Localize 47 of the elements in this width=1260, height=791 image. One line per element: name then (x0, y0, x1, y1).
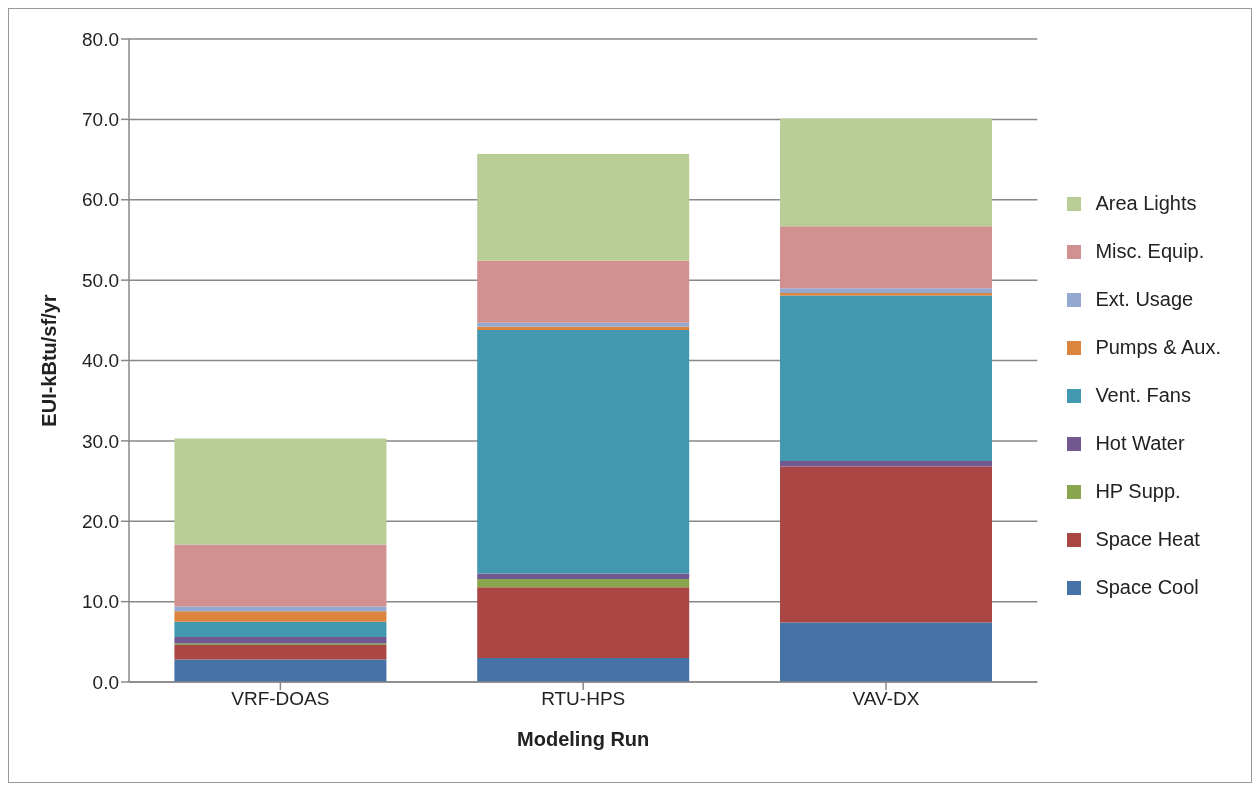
bar (174, 636, 387, 644)
legend-label: HP Supp. (1095, 480, 1181, 503)
y-tick-label: 60.0 (82, 189, 119, 211)
bar (477, 153, 690, 261)
x-tick-label: VRF-DOAS (231, 688, 330, 710)
bar (477, 657, 690, 682)
bar (780, 460, 992, 467)
bar (477, 573, 690, 580)
y-tick-label: 80.0 (82, 28, 119, 50)
bar (174, 606, 387, 612)
bar (477, 322, 690, 327)
bar (174, 544, 387, 607)
bar (174, 611, 387, 622)
x-tick-label: RTU-HPS (541, 688, 626, 710)
bar (174, 438, 387, 545)
y-tick-label: 0.0 (92, 671, 119, 693)
bar (780, 466, 992, 623)
bar (477, 579, 690, 588)
legend-label: Hot Water (1095, 432, 1185, 455)
legend-label: Vent. Fans (1095, 384, 1191, 407)
legend-label: Misc. Equip. (1095, 240, 1205, 263)
bar (477, 587, 690, 658)
y-tick-label: 20.0 (82, 510, 119, 532)
bar (780, 118, 992, 227)
bar (477, 326, 690, 330)
y-tick-label: 50.0 (82, 269, 119, 291)
y-axis-title: EUI-kBtu/sf/yr (38, 294, 61, 427)
bar (780, 288, 992, 293)
legend-label: Space Cool (1095, 576, 1199, 599)
bar (477, 260, 690, 323)
legend-label: Area Lights (1095, 192, 1197, 215)
bar (780, 295, 992, 461)
legend-label: Ext. Usage (1095, 288, 1194, 311)
y-tick-label: 10.0 (82, 591, 119, 613)
bar (174, 659, 387, 682)
legend-label: Space Heat (1095, 528, 1200, 551)
legend-label: Pumps & Aux. (1095, 336, 1221, 359)
x-tick-label: VAV-DX (852, 688, 920, 710)
bar (780, 226, 992, 289)
bar (174, 621, 387, 637)
bar (174, 645, 387, 660)
bar (780, 622, 992, 682)
y-tick-label: 40.0 (82, 350, 119, 372)
y-tick-label: 70.0 (82, 109, 119, 131)
y-tick-label: 30.0 (82, 430, 119, 452)
bar (477, 329, 690, 574)
x-axis-title: Modeling Run (517, 728, 650, 750)
